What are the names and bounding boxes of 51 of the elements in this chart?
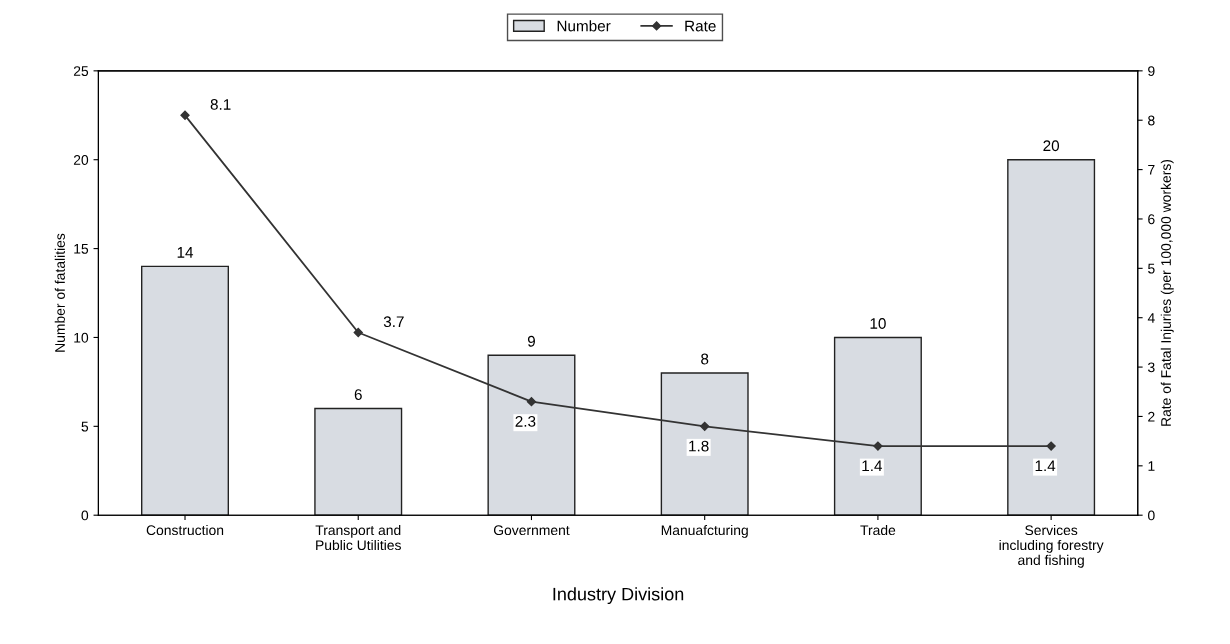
bar xyxy=(660,372,749,516)
y-tick-label: 10 xyxy=(74,332,89,343)
data-label: 8.1 xyxy=(210,99,231,110)
y2-tick-label: 5 xyxy=(1148,263,1155,274)
data-label: 1.4 xyxy=(1035,460,1056,472)
legend-label: Rate xyxy=(685,20,716,32)
y-tick-label: 25 xyxy=(73,66,89,77)
y-axis-title: Number of fatalities xyxy=(54,233,65,352)
y2-tick-label: 3 xyxy=(1148,362,1155,373)
y2-tick-label: 4 xyxy=(1147,313,1155,323)
data-label: 8 xyxy=(701,353,709,365)
data-label: 2.3 xyxy=(515,415,536,427)
y2-tick-label: 7 xyxy=(1148,165,1155,175)
y2-tick-label: 9 xyxy=(1148,66,1155,77)
x-tick-label: Government xyxy=(493,525,570,536)
x-tick-label: Construction xyxy=(146,524,224,536)
bar xyxy=(487,354,576,516)
point xyxy=(526,397,537,407)
x-axis-title: Industry Division xyxy=(553,587,684,605)
data-label: 20 xyxy=(1043,140,1060,152)
data-label: 14 xyxy=(177,247,194,258)
x-tick-label: Trade xyxy=(860,524,896,536)
legend-label: Number xyxy=(557,20,611,32)
y2-tick-label: 1 xyxy=(1148,461,1155,471)
data-label: 10 xyxy=(870,318,886,329)
y2-tick-label: 8 xyxy=(1148,115,1155,126)
point xyxy=(353,327,363,338)
point xyxy=(180,110,190,120)
bar xyxy=(1007,159,1096,516)
y2-axis-title: Rate of Fatal Injuries (per 100,000 workers) xyxy=(1160,159,1174,426)
point xyxy=(1046,441,1056,451)
y2-tick-label: 6 xyxy=(1148,214,1155,225)
y-tick-label: 15 xyxy=(74,244,89,254)
y-tick-label: 20 xyxy=(73,155,89,165)
x-tick-label: Transport and Public Utilities xyxy=(315,524,401,551)
data-label: 3.7 xyxy=(383,316,404,328)
y-tick-label: 5 xyxy=(81,421,89,432)
y2-tick-label: 2 xyxy=(1148,411,1155,422)
data-label: 9 xyxy=(527,335,535,347)
y2-tick-label: 0 xyxy=(1148,510,1155,521)
x-tick-label: Services including forestry and fishing xyxy=(999,524,1104,568)
data-label: 6 xyxy=(354,389,362,400)
point xyxy=(873,441,883,451)
data-label: 1.8 xyxy=(689,440,709,452)
point xyxy=(700,421,710,431)
bar xyxy=(141,265,230,516)
data-label: 1.4 xyxy=(862,460,883,472)
bar xyxy=(314,407,403,516)
bar xyxy=(833,336,922,516)
y-tick-label: 0 xyxy=(81,510,89,521)
x-tick-label: Manuafcturing xyxy=(661,524,748,538)
